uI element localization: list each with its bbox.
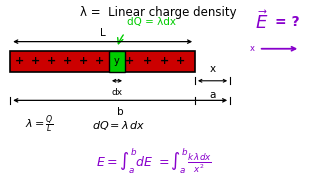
Text: +: +: [47, 56, 56, 66]
Text: $E = \int_a^b dE\ =\int_a^b \frac{k\,\lambda dx}{x^2}$: $E = \int_a^b dE\ =\int_a^b \frac{k\,\la…: [96, 146, 212, 175]
Text: L: L: [100, 28, 106, 38]
Text: x: x: [210, 64, 216, 74]
Bar: [109, 51, 125, 72]
Text: dx: dx: [111, 88, 123, 97]
Text: $dQ = \lambda\,dx$: $dQ = \lambda\,dx$: [92, 119, 145, 132]
Text: dQ = λdx: dQ = λdx: [126, 17, 176, 27]
Text: $\vec{E}$: $\vec{E}$: [255, 11, 268, 33]
Text: = ?: = ?: [275, 15, 299, 29]
Text: a: a: [209, 90, 216, 100]
Text: $\lambda = \frac{Q}{L}$: $\lambda = \frac{Q}{L}$: [25, 114, 53, 136]
Text: +: +: [63, 56, 72, 66]
Text: y: y: [114, 56, 120, 66]
Text: b: b: [117, 107, 124, 118]
Bar: [10, 51, 195, 72]
Text: λ =  Linear charge density: λ = Linear charge density: [80, 6, 237, 19]
Text: +: +: [15, 56, 24, 66]
Text: +: +: [125, 56, 134, 66]
Text: x: x: [250, 44, 255, 53]
Text: +: +: [95, 56, 104, 66]
Text: +: +: [79, 56, 88, 66]
Text: +: +: [143, 56, 152, 66]
Text: +: +: [31, 56, 40, 66]
Text: +: +: [160, 56, 169, 66]
Text: +: +: [176, 56, 185, 66]
